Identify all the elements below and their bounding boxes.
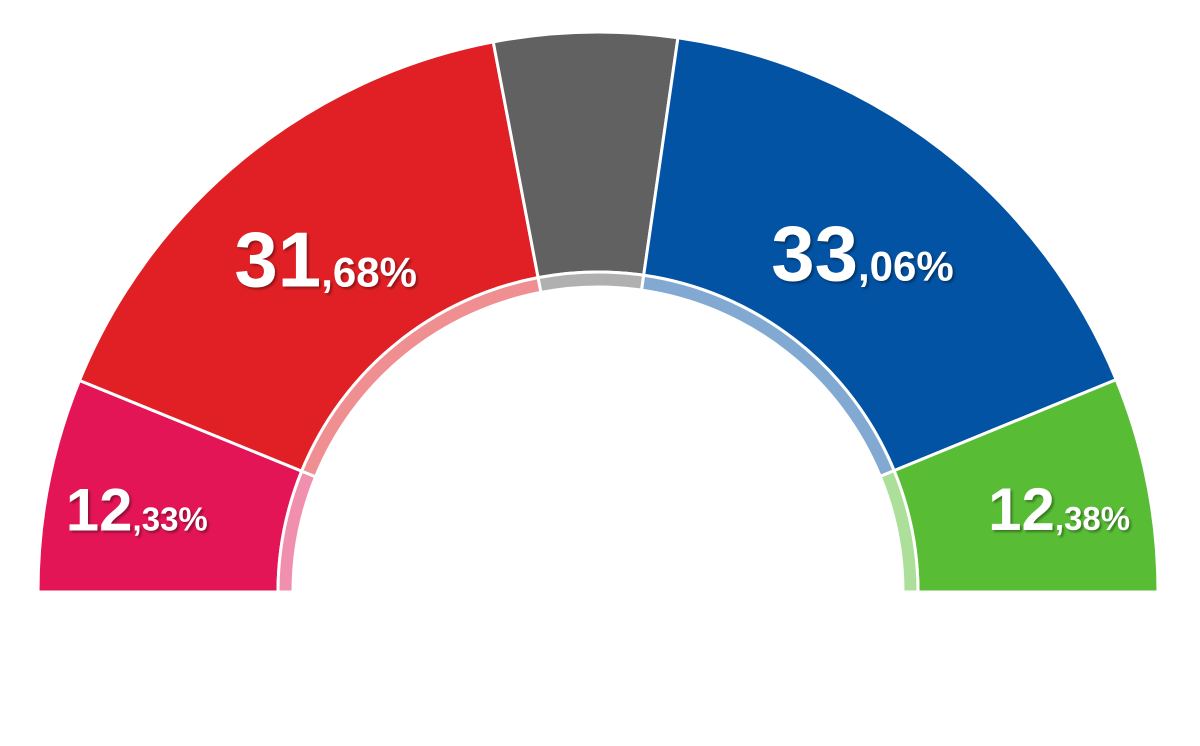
chart-slices (36, 30, 1160, 594)
slice-label-0: 12,33% (66, 477, 208, 544)
slice-label-4: 12,38% (988, 476, 1130, 543)
slice-label-decimal: ,38% (1055, 500, 1130, 537)
slice-label-decimal: ,06% (858, 242, 954, 289)
slice-label-3: 33,06% (771, 209, 954, 297)
chart-labels: 12,33%31,68% 33,06%12,38% (66, 209, 1130, 543)
slice-inner-band-4 (878, 468, 920, 594)
slice-inner-band-2 (536, 270, 646, 295)
slice-label-1: 31,68% (234, 216, 417, 304)
slice-label-decimal: ,33% (133, 501, 208, 538)
slice-label-decimal: ,68% (321, 249, 417, 296)
slice-label-integer: 12 (66, 477, 133, 544)
slice-label-integer: 33 (771, 209, 858, 297)
slice-label-integer: 12 (988, 476, 1055, 543)
slice-label-integer: 31 (234, 216, 321, 304)
